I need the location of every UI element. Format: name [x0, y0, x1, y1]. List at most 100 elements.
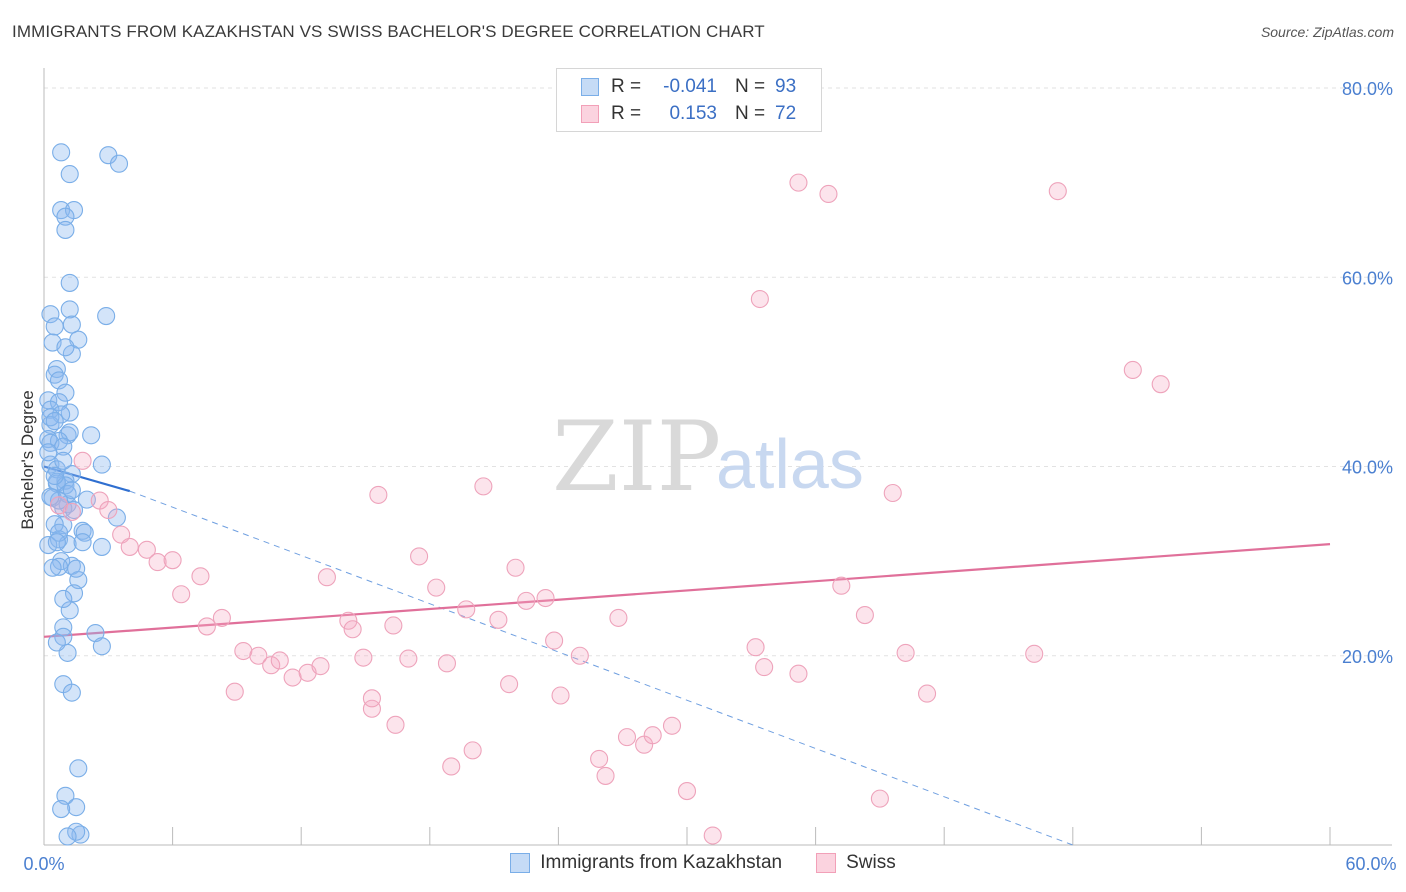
- point-swiss: [750, 289, 769, 309]
- point-swiss: [343, 620, 362, 639]
- point-swiss: [410, 547, 429, 566]
- gridlines: [44, 87, 1392, 657]
- point-swiss: [570, 646, 589, 665]
- point-swiss: [870, 789, 889, 808]
- point-swiss: [369, 485, 388, 504]
- point-kazakhstan: [45, 466, 64, 486]
- legend-item-kazakhstan[interactable]: Immigrants from Kazakhstan: [510, 852, 782, 874]
- point-swiss: [62, 502, 81, 521]
- point-swiss: [517, 591, 536, 610]
- point-kazakhstan: [56, 207, 75, 226]
- point-swiss: [789, 173, 808, 192]
- point-swiss: [1048, 182, 1067, 201]
- legend-row-swiss: R = 0.153 N = 72: [581, 102, 796, 126]
- watermark-atlas: atlas: [716, 425, 864, 503]
- point-swiss: [249, 646, 268, 665]
- legend-item-swiss[interactable]: Swiss: [816, 852, 896, 874]
- point-swiss: [137, 540, 156, 559]
- point-swiss: [643, 726, 662, 745]
- point-kazakhstan: [45, 412, 64, 431]
- x-tick-label: 60.0%: [1345, 854, 1396, 874]
- point-swiss: [1123, 360, 1142, 380]
- stats-legend: R = -0.041 N = 93 R = 0.153 N = 72: [556, 68, 822, 132]
- legend-swatch-pink: [816, 853, 837, 873]
- y-tick-label: 20.0%: [1342, 647, 1393, 667]
- point-swiss: [883, 483, 902, 503]
- point-swiss: [234, 641, 253, 661]
- point-kazakhstan: [56, 338, 75, 357]
- point-kazakhstan: [92, 455, 111, 474]
- point-kazakhstan: [56, 383, 75, 402]
- tick-labels: 20.0% 40.0% 60.0% 80.0% 0.0% 60.0%: [23, 79, 1396, 874]
- point-swiss: [148, 553, 167, 572]
- point-swiss: [596, 766, 615, 785]
- point-swiss: [262, 656, 281, 675]
- series-legend: Immigrants from Kazakhstan Swiss: [0, 852, 1406, 874]
- point-swiss: [703, 826, 722, 845]
- point-kazakhstan: [62, 481, 81, 500]
- point-kazakhstan: [54, 618, 73, 637]
- point-swiss: [311, 657, 330, 676]
- legend-swatch-pink: [581, 105, 599, 123]
- point-swiss: [832, 576, 851, 595]
- legend-row-kazakhstan: R = -0.041 N = 93: [581, 75, 796, 99]
- point-swiss: [339, 611, 358, 630]
- trend-line-kazakhstan-extension: [129, 490, 1073, 846]
- legend-r-label: R =: [611, 76, 642, 97]
- point-swiss: [120, 537, 139, 556]
- point-swiss: [545, 631, 564, 650]
- legend-swatch-blue: [581, 78, 599, 96]
- point-kazakhstan: [60, 601, 79, 620]
- point-swiss: [506, 558, 525, 577]
- legend-label-swiss: Swiss: [846, 852, 896, 873]
- legend-n-label: N =: [735, 103, 766, 124]
- point-swiss: [283, 668, 302, 687]
- point-swiss: [746, 638, 765, 657]
- point-swiss: [225, 682, 244, 701]
- point-swiss: [386, 715, 405, 734]
- axes: [43, 68, 1392, 846]
- point-swiss: [474, 477, 493, 496]
- point-kazakhstan: [39, 443, 58, 462]
- watermark: ZIP atlas: [552, 401, 864, 513]
- point-swiss: [163, 551, 182, 570]
- point-kazakhstan: [62, 683, 81, 702]
- trend-line-kazakhstan: [43, 465, 131, 493]
- y-tick-label: 60.0%: [1342, 268, 1393, 288]
- legend-n-label: N =: [735, 76, 766, 97]
- data-points: [39, 143, 1170, 846]
- point-swiss: [551, 686, 570, 705]
- point-kazakhstan: [56, 220, 75, 239]
- legend-label-kazakhstan: Immigrants from Kazakhstan: [540, 852, 783, 873]
- point-swiss: [427, 578, 446, 597]
- y-axis-label: Bachelor's Degree: [18, 390, 37, 529]
- source-label: Source: ZipAtlas.com: [1260, 24, 1394, 40]
- point-swiss: [500, 675, 519, 694]
- point-swiss: [73, 451, 92, 470]
- point-swiss: [112, 525, 131, 544]
- point-swiss: [270, 651, 289, 670]
- point-kazakhstan: [54, 589, 73, 609]
- legend-r-value: -0.041: [663, 76, 717, 97]
- point-swiss: [789, 664, 808, 683]
- x-tick-label: 0.0%: [23, 854, 64, 874]
- legend-swatch-blue: [510, 853, 531, 873]
- point-swiss: [362, 689, 381, 708]
- point-swiss: [191, 567, 210, 586]
- point-kazakhstan: [54, 451, 73, 470]
- point-kazakhstan: [69, 759, 88, 778]
- point-kazakhstan: [60, 273, 79, 292]
- point-swiss: [457, 600, 476, 619]
- point-swiss: [536, 588, 555, 608]
- point-kazakhstan: [67, 798, 86, 817]
- legend-n-value: 93: [775, 76, 797, 97]
- chart-title: IMMIGRANTS FROM KAZAKHSTAN VS SWISS BACH…: [12, 22, 765, 41]
- point-swiss: [362, 699, 381, 718]
- legend-r-value: 0.153: [669, 103, 717, 124]
- point-kazakhstan: [64, 584, 84, 603]
- point-kazakhstan: [77, 490, 96, 509]
- point-swiss: [197, 617, 216, 636]
- point-swiss: [489, 610, 508, 629]
- point-kazakhstan: [82, 426, 101, 445]
- point-swiss: [590, 749, 609, 768]
